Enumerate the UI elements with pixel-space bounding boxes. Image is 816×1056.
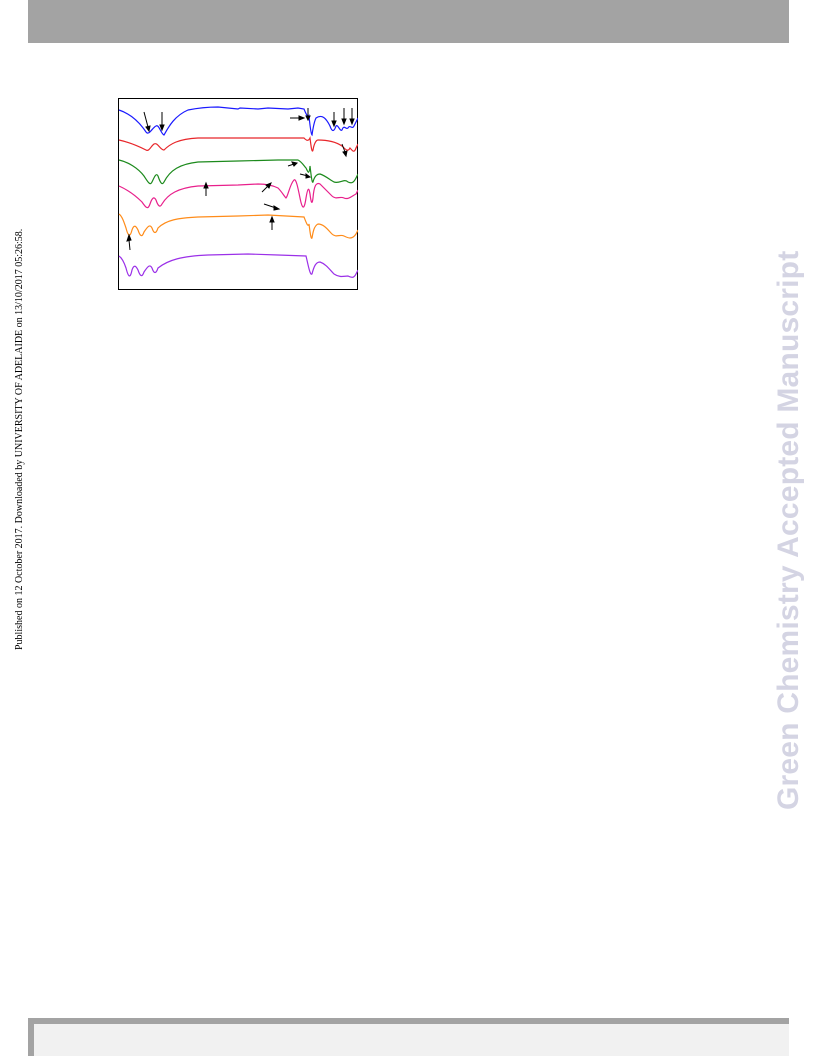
arrowhead (349, 118, 355, 126)
spectrum-red (118, 135, 358, 152)
arrowhead (298, 115, 306, 121)
arrowhead (159, 124, 165, 132)
arrowhead (126, 233, 132, 242)
footer-bar (28, 1018, 789, 1056)
arrowhead (145, 125, 151, 133)
footer-panel (34, 1024, 789, 1056)
arrowhead (269, 215, 275, 223)
manuscript-watermark: Green Chemistry Accepted Manuscript (772, 250, 805, 810)
arrow-magenta-2 (261, 185, 269, 193)
spectrum-violet (118, 253, 358, 278)
arrowhead (291, 161, 299, 167)
arrow-orange-2 (128, 239, 131, 251)
annotation-arrows (126, 108, 355, 251)
spectrum-magenta (118, 179, 358, 209)
arrowhead (305, 173, 312, 179)
arrow-blue-1 (143, 111, 149, 128)
arrowhead (273, 205, 281, 211)
arrowhead (342, 150, 348, 158)
arrowhead (265, 182, 272, 189)
arrowhead (341, 118, 347, 126)
ftir-spectra-figure (118, 98, 358, 290)
plot-frame (118, 98, 358, 290)
arrowhead (331, 120, 337, 128)
arrowhead (203, 181, 209, 189)
publication-note: Published on 12 October 2017. Downloaded… (14, 228, 25, 650)
spectrum-blue (118, 106, 358, 137)
spectrum-green (118, 159, 358, 185)
spectra-plot (118, 98, 358, 290)
arrow-red-1 (341, 143, 346, 153)
spectrum-orange (118, 213, 358, 239)
header-bar (28, 0, 789, 43)
arrowhead (305, 115, 311, 122)
